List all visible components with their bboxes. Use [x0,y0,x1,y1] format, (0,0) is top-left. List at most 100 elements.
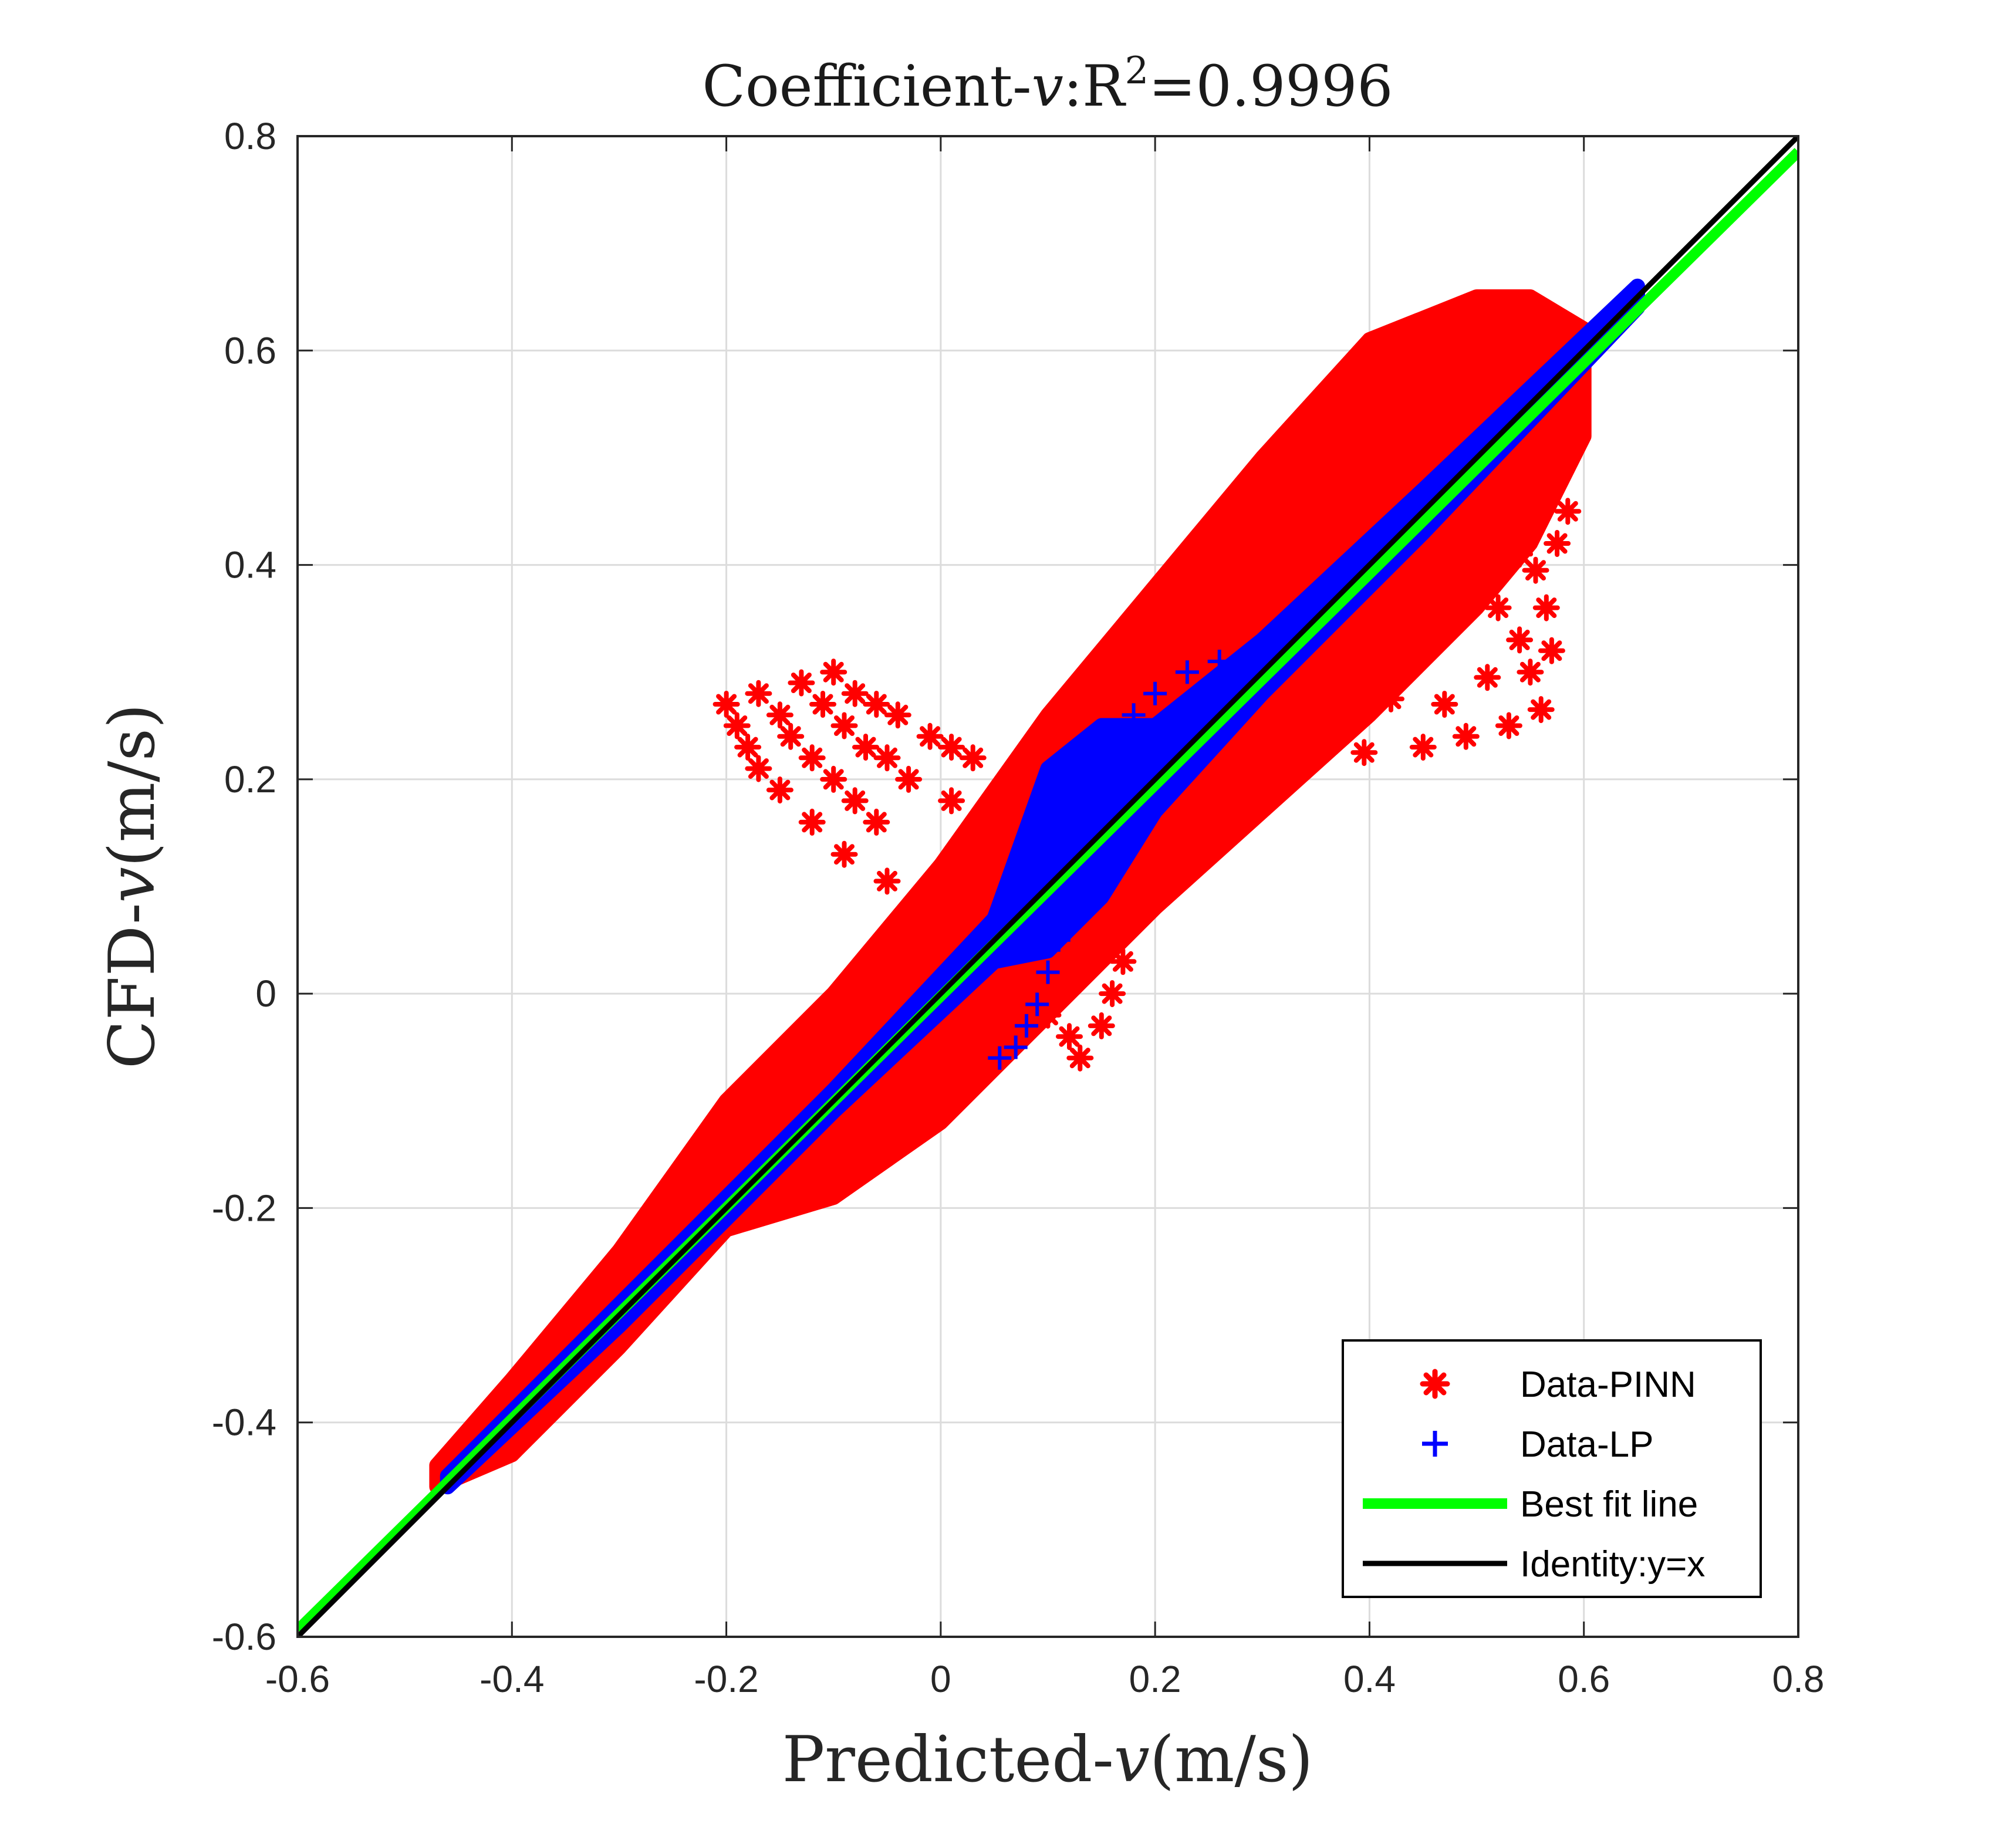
pinn-point [809,691,836,718]
y-tick-label: 0.8 [224,115,276,157]
pinn-point [723,712,751,739]
title-r: :R [1063,53,1126,119]
pinn-point [1554,498,1582,525]
pinn-point [1463,503,1491,531]
y-axis-label: CFD-v(m/s) [96,704,169,1069]
lp-point [1004,1035,1028,1059]
pinn-point [766,776,793,804]
y-tick-label: -0.4 [212,1401,276,1444]
pinn-point [1350,739,1378,766]
pinn-point [1527,696,1555,724]
y-tick-label: 0.6 [224,329,276,371]
pinn-point [820,658,847,686]
pinn-point [777,722,805,750]
title-suffix: =0.9996 [1149,53,1393,119]
pinn-point [1013,975,1040,1002]
pinn-point [734,734,762,761]
lp-point [1079,799,1103,823]
pinn-point [745,755,772,782]
pinn-point [1420,583,1447,611]
pinn-point [820,765,847,793]
pinn-point [766,701,793,729]
pinn-point [1506,626,1534,654]
pinn-point [1474,664,1501,691]
pinn-point [798,744,826,772]
lp-point [1015,1014,1038,1038]
legend-marker-lp [1422,1431,1448,1457]
x-tick-label: 0.6 [1558,1658,1610,1700]
lp-point [1207,650,1231,673]
lp-point [1143,681,1167,705]
x-axis-label: Predicted-v(m/s) [782,1723,1313,1796]
lp-point [1122,703,1146,727]
legend-label-identity: Identity:y=x [1520,1544,1705,1585]
pinn-point [938,734,965,761]
pinn-point [1034,1001,1062,1029]
pinn-point [852,734,879,761]
x-tick-label: -0.6 [265,1658,330,1700]
pinn-point [1452,722,1480,750]
pinn-point [1527,476,1555,504]
chart-title: Coefficient-v:R2=0.9996 [702,49,1393,119]
lp-point [1089,767,1113,791]
legend-box [1342,1339,1762,1598]
y-tick-label: -0.6 [212,1616,276,1658]
pinn-point [1538,637,1565,664]
x-axis-label-prefix: Predicted- [782,1723,1114,1796]
pinn-point [1409,734,1437,761]
pinn-point [830,712,858,739]
y-tick-label: -0.2 [212,1187,276,1229]
lp-point [1100,735,1124,759]
pinn-point [1544,530,1571,557]
pinn-point [1517,658,1544,686]
y-axis-label-variable: v [96,867,169,903]
pinn-point [1484,519,1512,546]
title-superscript: 2 [1124,49,1149,93]
legend-label-pinn: Data-PINN [1520,1364,1696,1405]
pinn-point [1377,685,1404,712]
pinn-point [916,722,944,750]
plot-frame [296,135,1799,1638]
x-tick-label: -0.2 [694,1658,758,1700]
pinn-point [1532,594,1560,622]
pinn-point [1109,948,1137,975]
legend-label-lp: Data-LP [1520,1424,1653,1465]
y-tick-label: 0 [255,972,276,1015]
pinn-point [841,680,869,707]
pinn-point [1099,980,1126,1008]
lp-point [1036,960,1060,984]
title-prefix: Coefficient- [702,53,1031,119]
pinn-point [1120,905,1147,933]
pinn-point [1506,541,1534,568]
x-tick-label: 0 [930,1658,951,1700]
legend: Data-PINN Data-LP Best fit line Identity… [1342,1339,1762,1598]
x-tick-label: 0.4 [1343,1658,1396,1700]
pinn-point [1441,604,1469,632]
title-variable: v [1032,53,1063,119]
pinn-point [1056,1023,1083,1051]
pinn-point [1313,691,1340,718]
identity-line [298,136,1798,1637]
pinn-point [1088,1012,1115,1039]
pinn-point [1522,556,1549,584]
pinn-point [712,691,740,718]
pinn-point [830,840,858,868]
lp-point [1058,885,1081,909]
pinn-point [1441,530,1469,557]
pinn-point [1077,916,1105,943]
pinn-point [798,808,826,836]
pinn-point [1066,1044,1094,1072]
pinn-point [1559,412,1587,440]
pinn-point [863,691,890,718]
pinn-point [1463,562,1491,589]
fit-lines [298,136,1798,1637]
legend-marker-pinn [1420,1369,1450,1399]
pinn-point [873,744,901,772]
pinn-point [863,808,890,836]
pinn-point [1431,691,1458,718]
x-tick-label: 0.8 [1772,1658,1825,1700]
pinn-point [895,765,923,793]
y-axis-label-suffix: (m/s) [96,704,169,867]
x-axis-label-variable: v [1114,1723,1150,1796]
